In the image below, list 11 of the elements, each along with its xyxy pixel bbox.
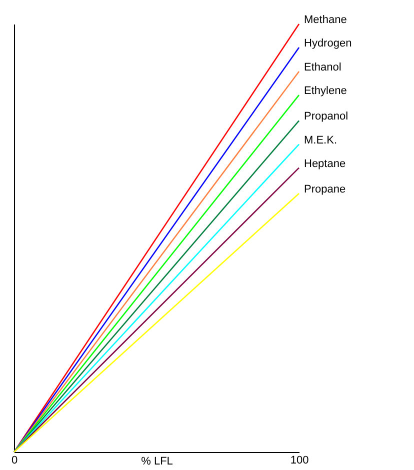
series-label: Heptane	[304, 158, 346, 170]
x-tick-label: 100	[290, 454, 309, 466]
series-label: Hydrogen	[304, 38, 352, 50]
series-label: Methane	[304, 14, 347, 26]
x-tick-label: 0	[11, 454, 18, 466]
series-label: M.E.K.	[304, 134, 338, 146]
series-label: Propane	[304, 183, 346, 196]
series-label: Ethanol	[304, 62, 342, 74]
series-label: Ethylene	[304, 85, 347, 98]
series-label: Propanol	[304, 110, 348, 123]
x-axis-title: % LFL	[141, 456, 173, 468]
